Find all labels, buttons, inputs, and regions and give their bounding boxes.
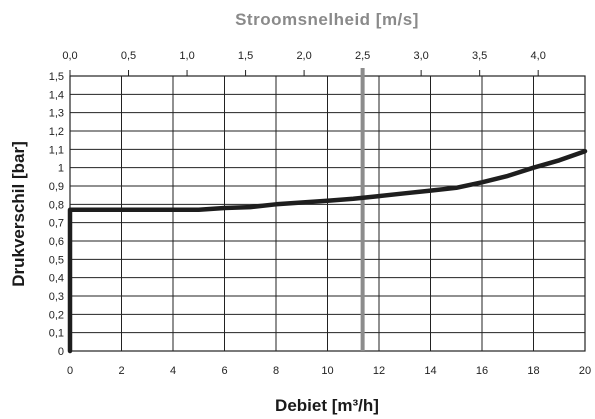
x2-tick-label: 0,0 <box>62 50 77 62</box>
y-tick-label: 0,2 <box>49 309 64 321</box>
y-tick-label: 0,7 <box>49 218 64 230</box>
y-tick-label: 0,8 <box>49 199 64 211</box>
x-tick-label: 18 <box>527 365 539 377</box>
x-axis-title: Debiet [m³/h] <box>275 396 379 415</box>
y-tick-label: 1,3 <box>49 108 64 120</box>
y-tick-label: 0,6 <box>49 236 64 248</box>
series-line <box>67 148 588 354</box>
x2-tick-label: 2,0 <box>296 50 311 62</box>
x2-tick-label: 3,5 <box>472 50 487 62</box>
y-tick-label: 0,1 <box>49 328 64 340</box>
x2-tick-label: 0,5 <box>121 50 136 62</box>
y-tick-label: 0 <box>58 346 64 358</box>
x2-tick-label: 4,0 <box>531 50 546 62</box>
y-axis-title: Drukverschil [bar] <box>9 141 28 287</box>
x-tick-label: 16 <box>476 365 488 377</box>
y-tick-label: 1,1 <box>49 144 64 156</box>
x-tick-label: 8 <box>273 365 279 377</box>
x-tick-label: 10 <box>321 365 333 377</box>
y-tick-label: 0,5 <box>49 254 64 266</box>
y-tick-label: 0,4 <box>49 273 64 285</box>
x2-tick-label: 3,0 <box>413 50 428 62</box>
x-tick-label: 14 <box>424 365 436 377</box>
y-tick-label: 0,9 <box>49 181 64 193</box>
y-tick-label: 1,2 <box>49 126 64 138</box>
y-tick-label: 1,5 <box>49 71 64 83</box>
plot-area: 0 2 4 6 8 10 12 14 16 18 20 0 0,1 0,2 0,3 0,4 0,5 0,6 0,7 0… <box>49 50 591 377</box>
x-tick-label: 20 <box>579 365 591 377</box>
y-tick-label: 1 <box>58 163 64 175</box>
x-tick-label: 2 <box>118 365 124 377</box>
top-axis-title: Stroomsnelheid [m/s] <box>235 10 419 29</box>
x-tick-label: 6 <box>221 365 227 377</box>
x2-tick-label: 2,5 <box>355 50 370 62</box>
x-tick-label: 12 <box>373 365 385 377</box>
x2-tick-label: 1,0 <box>179 50 194 62</box>
y-tick-label: 1,4 <box>49 89 64 101</box>
y-tick-label: 0,3 <box>49 291 64 303</box>
x-tick-label: 0 <box>67 365 73 377</box>
x2-tick-label: 1,5 <box>238 50 253 62</box>
x-tick-label: 4 <box>170 365 176 377</box>
